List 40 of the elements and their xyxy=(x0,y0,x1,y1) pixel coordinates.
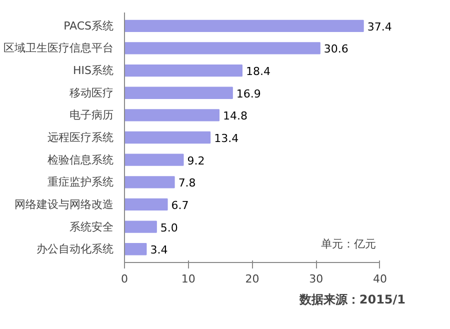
data-label: 9.2 xyxy=(187,154,205,168)
y-tick-label: 移动医疗 xyxy=(70,86,114,100)
y-tick-label: 网络建设与网络改造 xyxy=(14,198,114,211)
x-tick-label: 10 xyxy=(181,272,196,286)
bar xyxy=(124,131,211,144)
data-label: 18.4 xyxy=(246,65,271,78)
bar xyxy=(124,86,233,99)
y-tick-label: 检验信息系统 xyxy=(48,153,114,166)
y-tick-label: 办公自动化系统 xyxy=(36,242,114,256)
x-tick-label: 20 xyxy=(245,272,260,286)
bar xyxy=(124,42,320,54)
y-tick-label: HIS系统 xyxy=(73,64,114,78)
source-note: 数据来源：2015/1 xyxy=(298,292,406,306)
annotation: 单元：亿元 xyxy=(320,238,376,250)
x-tick-label: 30 xyxy=(309,272,324,286)
data-label: 7.8 xyxy=(178,176,196,190)
data-label: 14.8 xyxy=(223,110,248,123)
data-label: 30.6 xyxy=(324,42,348,56)
y-tick-label: PACS系统 xyxy=(64,19,114,32)
y-tick-label: 系统安全 xyxy=(70,220,114,234)
data-label: 13.4 xyxy=(214,132,239,145)
data-label: 6.7 xyxy=(171,198,189,212)
bar xyxy=(124,243,147,256)
data-label: 16.9 xyxy=(236,87,261,100)
y-tick-label: 远程医疗系统 xyxy=(48,131,114,144)
bar xyxy=(124,20,364,32)
bar xyxy=(124,198,168,211)
x-tick-label: 40 xyxy=(372,272,387,286)
y-tick-label: 重症监护系统 xyxy=(48,176,114,189)
data-label: 3.4 xyxy=(150,244,168,257)
bar xyxy=(124,154,184,166)
bar xyxy=(124,64,243,77)
data-label: 37.4 xyxy=(367,20,392,34)
x-tick-label: 0 xyxy=(121,272,128,286)
bar xyxy=(124,176,175,188)
y-tick-label: 区域卫生医疗信息平台 xyxy=(4,42,114,55)
bar xyxy=(124,220,157,233)
data-label: 5.0 xyxy=(160,221,178,234)
y-tick-label: 电子病历 xyxy=(70,108,114,122)
bar xyxy=(124,109,220,122)
